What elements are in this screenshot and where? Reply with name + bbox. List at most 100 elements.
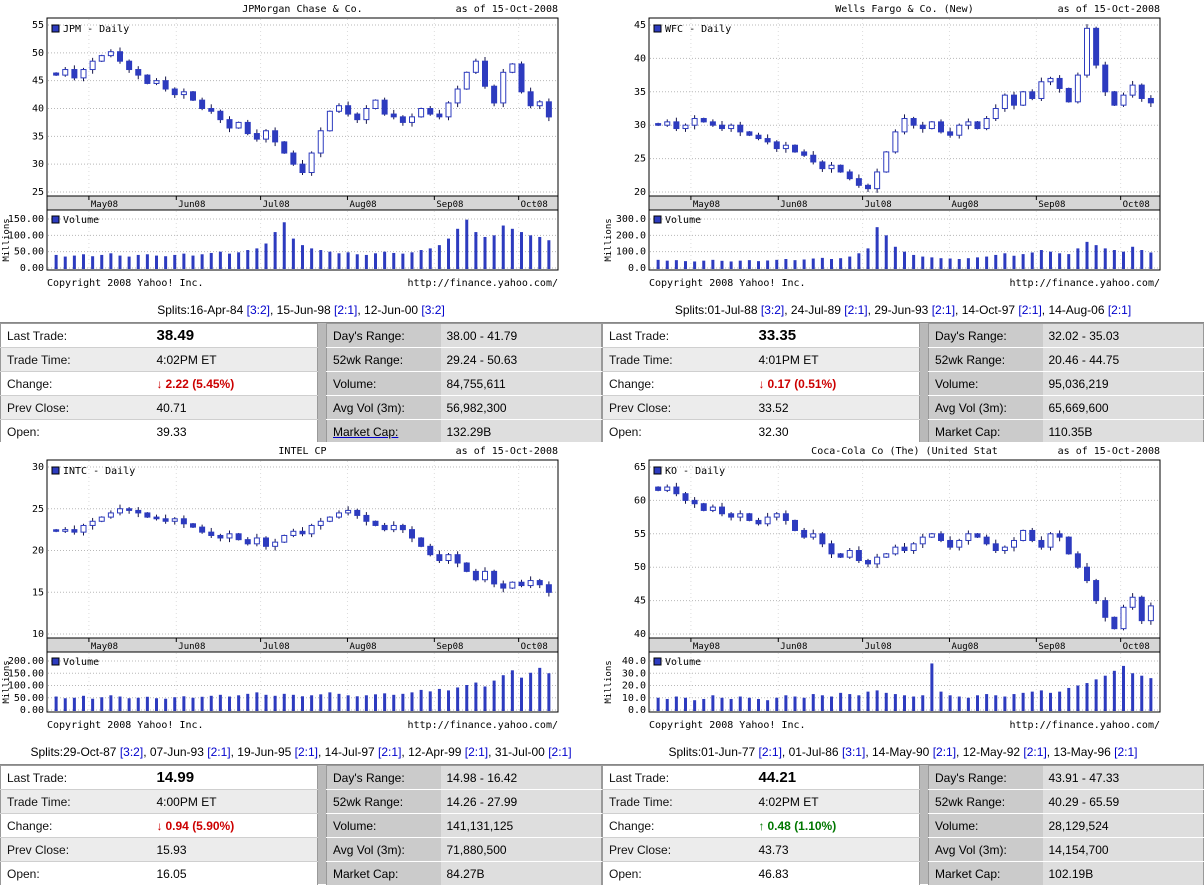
month-tick-label: May08 — [91, 200, 118, 210]
price-tick-label: 60 — [634, 495, 646, 506]
table-row: Last Trade: 44.21 — [602, 765, 920, 790]
change-value: ↑ 0.48 (1.10%) — [759, 819, 837, 833]
field-label: Prev Close: — [602, 837, 753, 862]
split-ratio-link[interactable]: [3:1] — [841, 745, 866, 759]
month-tick-label: Aug08 — [951, 200, 978, 210]
field-label: Change: — [0, 371, 151, 396]
last-trade-value: 33.35 — [758, 327, 797, 344]
price-tick-label: 65 — [634, 462, 646, 473]
splits-prefix: Splits: — [674, 303, 708, 317]
table-row: Volume: 84,755,611 — [326, 371, 602, 396]
quote-section: Last Trade: 38.49 Trade Time: 4:02PM ET … — [0, 322, 602, 442]
field-label: Market Cap: — [326, 419, 441, 442]
field-label: Market Cap: — [326, 861, 441, 885]
volume-legend-label: Volume — [63, 215, 99, 226]
split-ratio-link[interactable]: [2:1] — [1114, 745, 1138, 759]
gridlines — [48, 19, 557, 269]
split-ratio-link[interactable]: [2:1] — [1023, 745, 1047, 759]
series-legend-swatch — [51, 466, 60, 475]
price-tick-label: 30 — [32, 159, 44, 170]
volume-tick-label: 0.00 — [20, 263, 44, 274]
table-row: Volume: 141,131,125 — [326, 813, 602, 838]
field-label: Change: — [602, 813, 753, 838]
price-tick-label: 40 — [634, 53, 646, 64]
table-row: Market Cap: 102.19B — [928, 861, 1204, 885]
split-ratio-link[interactable]: [3:2] — [246, 303, 270, 317]
field-label: 52wk Range: — [928, 347, 1043, 372]
month-tick-label: Jun08 — [178, 642, 205, 652]
change-arrow-icon: ↓ — [156, 818, 163, 833]
volume-value: 141,131,125 — [440, 813, 602, 838]
month-tick-label: Sep08 — [1038, 642, 1065, 652]
month-tick-label: Jun08 — [178, 200, 205, 210]
price-tick-label: 45 — [634, 20, 646, 31]
axis-labels: 55 50 45 40 35 30 25 150.00 100.00 50.00 0.00 May08… — [8, 20, 548, 274]
copyright-text: Copyright 2008 Yahoo! Inc. — [649, 278, 806, 289]
volume-value: 84,755,611 — [440, 371, 602, 396]
table-row: 52wk Range: 20.46 - 44.75 — [928, 347, 1204, 372]
quote-section: Last Trade: 14.99 Trade Time: 4:00PM ET … — [0, 764, 602, 885]
split-date: 07-Jun-93 — [149, 745, 208, 759]
split-ratio-link[interactable]: [2:1] — [932, 745, 957, 759]
month-tick-label: Jun08 — [780, 200, 807, 210]
table-row: Day's Range: 32.02 - 35.03 — [928, 323, 1204, 348]
month-tick-label: Jul08 — [865, 642, 892, 652]
split-ratio-link[interactable]: [2:1] — [931, 303, 956, 317]
field-label: Day's Range: — [928, 765, 1043, 790]
month-tick-label: May08 — [693, 642, 720, 652]
price-volume-chart: JPMorgan Chase & Co. as of 15-Oct-2008555… — [0, 0, 602, 300]
table-row: Change: ↓ 2.22 (5.45%) — [0, 371, 318, 396]
trade-time-value: 4:01PM ET — [752, 347, 920, 372]
split-date: 31-Jul-00 — [494, 745, 549, 759]
millions-axis-label: Millions — [2, 218, 12, 261]
split-ratio-link[interactable]: [2:1] — [464, 745, 489, 759]
chart-title: Coca-Cola Co (The) (United Stat — [811, 446, 998, 457]
split-ratio-link[interactable]: [3:2] — [421, 303, 445, 317]
month-tick-label: Jul08 — [263, 200, 290, 210]
field-label: Day's Range: — [928, 323, 1043, 348]
x-axis-band — [648, 195, 1161, 211]
split-ratio-link[interactable]: [2:1] — [1107, 303, 1132, 317]
candlestick-series — [53, 504, 552, 597]
avg-vol-value: 56,982,300 — [440, 395, 602, 420]
split-ratio-link[interactable]: [2:1] — [548, 745, 572, 759]
stock-panel: JPMorgan Chase & Co. as of 15-Oct-2008 55 5… — [0, 0, 602, 442]
split-ratio-link[interactable]: [2:1] — [207, 745, 231, 759]
days-range-value: 32.02 - 35.03 — [1042, 323, 1204, 348]
split-ratio-link[interactable]: [3:2] — [760, 303, 785, 317]
volume-tick-label: 200.00 — [8, 656, 44, 667]
volume-tick-label: 40.0 — [622, 656, 646, 667]
price-tick-label: 25 — [32, 187, 44, 198]
split-ratio-link[interactable]: [2:1] — [844, 303, 868, 317]
series-legend-swatch — [51, 24, 60, 33]
split-ratio-link[interactable]: [2:1] — [294, 745, 318, 759]
field-label: Last Trade: — [602, 323, 753, 348]
avg-vol-value: 71,880,500 — [440, 837, 602, 862]
field-label: Avg Vol (3m): — [326, 837, 441, 862]
field-label: 52wk Range: — [326, 789, 441, 814]
volume-tick-label: 0.00 — [20, 705, 44, 716]
volume-tick-label: 0.0 — [628, 705, 646, 716]
copyright-text: Copyright 2008 Yahoo! Inc. — [47, 720, 204, 731]
wk52-range-value: 14.26 - 27.99 — [440, 789, 602, 814]
gridlines — [48, 461, 557, 711]
volume-value: 28,129,524 — [1042, 813, 1204, 838]
volume-series — [656, 227, 1153, 269]
stock-chart: INTEL CP as of 15-Oct-2008 30 25 20 15 10 200.0… — [0, 442, 602, 742]
split-ratio-link[interactable]: [2:1] — [334, 303, 358, 317]
month-tick-label: Jul08 — [865, 200, 892, 210]
split-date: 19-Jun-95 — [237, 745, 295, 759]
table-row: Prev Close: 15.93 — [0, 837, 318, 862]
table-row: Prev Close: 40.71 — [0, 395, 318, 420]
finance-url: http://finance.yahoo.com/ — [407, 278, 558, 289]
quote-stats-table: Day's Range: 38.00 - 41.79 52wk Range: 2… — [326, 323, 602, 442]
table-row: Prev Close: 43.73 — [602, 837, 920, 862]
split-ratio-link[interactable]: [2:1] — [378, 745, 402, 759]
volume-tick-label: 150.00 — [8, 668, 44, 679]
table-row: Volume: 95,036,219 — [928, 371, 1204, 396]
split-ratio-link[interactable]: [3:2] — [119, 745, 144, 759]
split-ratio-link[interactable]: [2:1] — [758, 745, 782, 759]
series-legend-label: WFC - Daily — [665, 24, 731, 35]
split-ratio-link[interactable]: [2:1] — [1018, 303, 1042, 317]
